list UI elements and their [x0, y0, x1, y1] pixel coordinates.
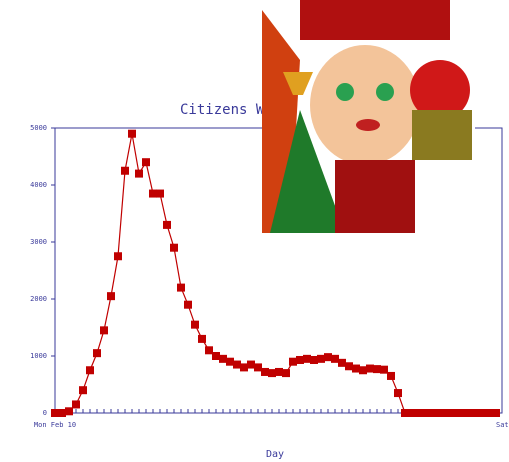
face	[310, 45, 420, 165]
chart: Citizens Wi Day 0 1000 2000 3000 4000 5000 Mon…	[0, 0, 509, 462]
data-point	[310, 356, 318, 364]
data-point	[135, 170, 143, 178]
y-tick-label: 1000	[30, 352, 47, 360]
data-point	[205, 346, 213, 354]
data-point	[387, 372, 395, 380]
data-point	[380, 366, 388, 374]
overlay-image	[262, 0, 475, 233]
data-point	[352, 365, 360, 373]
data-point	[296, 356, 304, 364]
x-tick-label: Sat Ma	[496, 421, 509, 429]
x-tick-label: Mon Feb 10	[34, 421, 76, 429]
data-point	[58, 409, 66, 417]
data-point	[478, 409, 486, 417]
data-point	[184, 301, 192, 309]
data-point	[254, 363, 262, 371]
mouth	[356, 119, 380, 131]
data-point	[128, 130, 136, 138]
data-point	[303, 355, 311, 363]
data-point	[436, 409, 444, 417]
data-point	[121, 167, 129, 175]
data-point	[394, 389, 402, 397]
data-point	[485, 409, 493, 417]
data-point	[170, 244, 178, 252]
data-point	[198, 335, 206, 343]
y-tick-label: 4000	[30, 181, 47, 189]
data-point	[429, 409, 437, 417]
data-point	[443, 409, 451, 417]
data-point	[359, 366, 367, 374]
data-point	[261, 368, 269, 376]
data-point	[247, 361, 255, 369]
data-point	[268, 369, 276, 377]
data-point	[338, 359, 346, 367]
data-point	[450, 409, 458, 417]
y-tick-label: 0	[43, 409, 47, 417]
data-point	[366, 365, 374, 373]
data-point	[471, 409, 479, 417]
data-point	[79, 386, 87, 394]
data-point	[464, 409, 472, 417]
data-point	[345, 362, 353, 370]
data-point	[65, 407, 73, 415]
data-point	[156, 190, 164, 198]
basket	[412, 110, 472, 160]
data-point	[492, 409, 500, 417]
eye	[336, 83, 354, 101]
data-point	[142, 158, 150, 166]
y-tick-label: 2000	[30, 295, 47, 303]
data-point	[51, 409, 59, 417]
data-point	[422, 409, 430, 417]
data-point	[191, 321, 199, 329]
data-point	[219, 355, 227, 363]
data-point	[100, 326, 108, 334]
data-point	[457, 409, 465, 417]
data-point	[107, 292, 115, 300]
data-point	[289, 358, 297, 366]
data-point	[415, 409, 423, 417]
data-point	[72, 400, 80, 408]
data-point	[114, 252, 122, 260]
data-point	[86, 366, 94, 374]
hat	[300, 0, 450, 40]
data-point	[226, 358, 234, 366]
dress	[335, 160, 415, 233]
data-point	[401, 409, 409, 417]
y-tick-label: 3000	[30, 238, 47, 246]
data-point	[317, 355, 325, 363]
data-point	[275, 368, 283, 376]
data-point	[331, 355, 339, 363]
data-point	[163, 221, 171, 229]
chart-title: Citizens Wi	[180, 102, 273, 118]
data-point	[177, 284, 185, 292]
y-tick-label: 5000	[30, 124, 47, 132]
data-point	[240, 363, 248, 371]
data-point	[282, 369, 290, 377]
data-point	[93, 349, 101, 357]
data-point	[149, 190, 157, 198]
data-point	[324, 353, 332, 361]
data-point	[373, 365, 381, 373]
x-axis-label: Day	[266, 449, 284, 460]
data-point	[212, 352, 220, 360]
data-point	[233, 361, 241, 369]
eye	[376, 83, 394, 101]
data-point	[408, 409, 416, 417]
